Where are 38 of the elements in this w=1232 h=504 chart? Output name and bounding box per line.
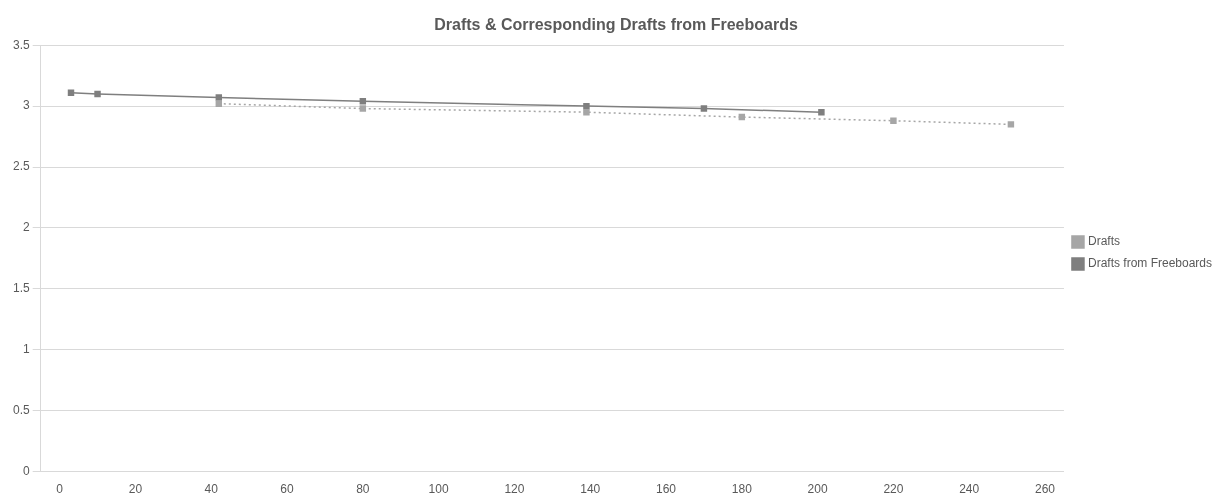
x-tick-label: 80 (356, 482, 370, 497)
x-tick-label: 60 (280, 482, 295, 497)
point (738, 113, 746, 121)
y-tick-label: 3.5 (12, 37, 30, 52)
x-tick-label: 220 (883, 482, 904, 497)
legend-label: Drafts (1087, 234, 1120, 249)
point (94, 90, 101, 98)
y-tick-label: 0 (22, 463, 30, 478)
point (215, 100, 223, 107)
x-tick-label: 0 (56, 482, 64, 497)
y-tick-label: 1 (22, 342, 30, 357)
chart-title: Drafts & Corresponding Drafts from Freeboards (434, 16, 798, 34)
point (583, 108, 590, 116)
x-tick-label: 20 (128, 482, 143, 497)
x-tick-label: 100 (428, 482, 449, 497)
point (215, 94, 223, 101)
legend-label: Drafts from Freeboards (1087, 256, 1213, 271)
x-tick-label: 180 (731, 482, 753, 497)
point (583, 102, 590, 110)
y-tick-label: 0.5 (12, 403, 30, 417)
point (67, 89, 75, 96)
y-tick-label: 1.5 (12, 281, 30, 296)
x-tick-label: 260 (1035, 482, 1056, 497)
y-tick-label: 2.5 (12, 159, 30, 174)
x-tick-label: 200 (807, 482, 828, 497)
point (890, 117, 897, 124)
x-tick-label: 160 (656, 482, 677, 497)
y-tick-label: 2 (22, 220, 30, 235)
x-tick-label: 140 (580, 482, 601, 497)
x-tick-label: 240 (959, 482, 980, 497)
point (1007, 121, 1015, 128)
point (700, 105, 708, 112)
point (359, 105, 367, 112)
x-tick-label: 120 (504, 482, 525, 497)
point (818, 108, 825, 116)
x-tick-label: 40 (204, 482, 219, 497)
y-tick-label: 3 (22, 98, 30, 113)
point (359, 98, 367, 105)
